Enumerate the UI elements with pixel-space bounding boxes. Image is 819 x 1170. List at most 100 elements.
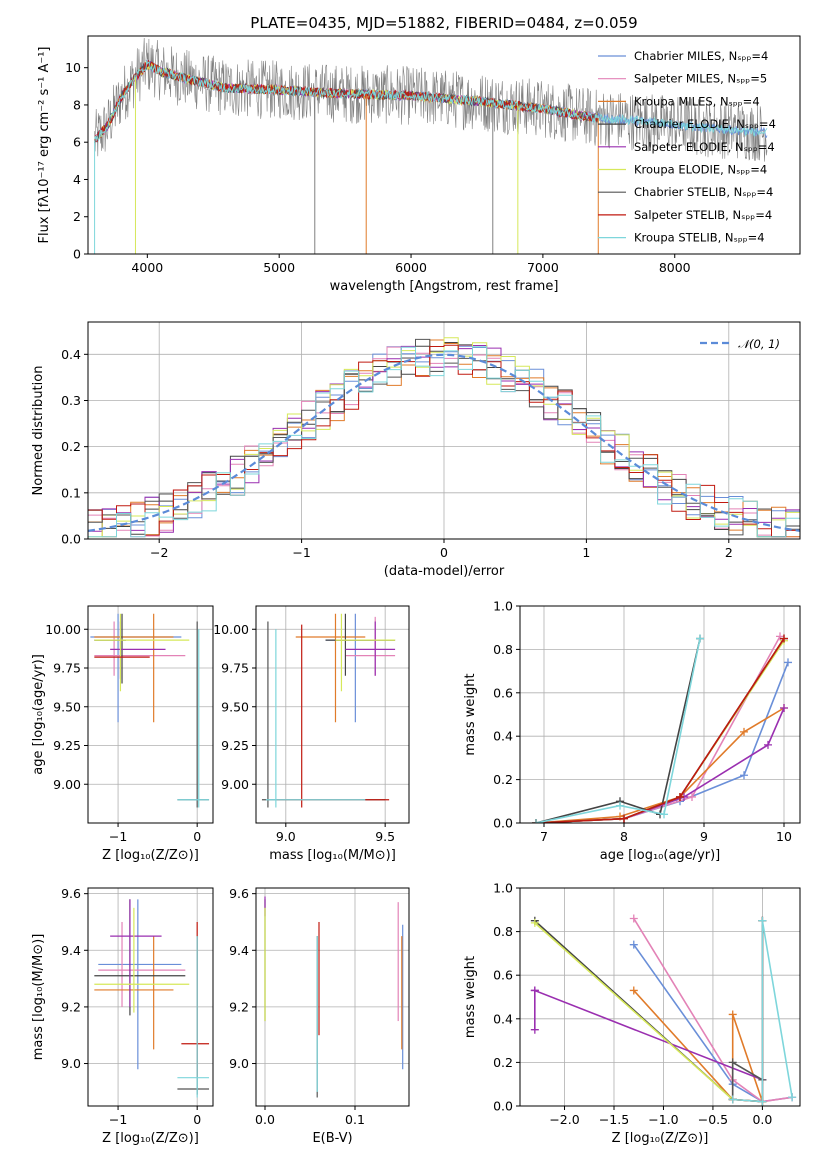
- y-tick-label: 0.0: [493, 1099, 513, 1114]
- y-axis-label: Flux [fλ10⁻¹⁷ erg cm⁻² s⁻¹ A⁻¹]: [37, 47, 52, 244]
- axes-frame: [255, 605, 410, 824]
- legend-label-kroupa_stelib: Kroupa STELIB, Nₛₚₚ=4: [634, 231, 765, 245]
- x-axis-label: Z [log₁₀(Z/Z⊙)]: [102, 848, 199, 863]
- y-tick-label: 0.1: [61, 485, 81, 500]
- series-line-chabrier_elodie: [534, 920, 764, 1103]
- x-tick-label: −2: [150, 545, 168, 560]
- x-tick-label: −1: [292, 545, 310, 560]
- x-tick-label: 6000: [395, 260, 427, 275]
- y-axis-label: Normed distribution: [31, 366, 46, 496]
- y-tick-label: 9.6: [229, 886, 249, 901]
- plot-area-age_vs_Z: [90, 613, 210, 808]
- y-tick-label: 9.25: [53, 738, 81, 753]
- axes-frame: [87, 35, 801, 255]
- y-tick-label: 0.3: [61, 393, 81, 408]
- series-marker-kroupa_stelib: [696, 634, 704, 643]
- x-tick-label: −2.0: [549, 1112, 579, 1127]
- series-marker-kroupa_miles: [629, 986, 638, 995]
- legend-label-salpeter_stelib: Salpeter STELIB, Nₛₚₚ=4: [634, 208, 772, 222]
- y-tick-label: 9.0: [61, 1056, 81, 1071]
- y-axis-label: age [log₁₀(age/yr)]: [31, 654, 46, 775]
- series-marker-salpeter_miles: [629, 914, 638, 923]
- panel-massweight_vs_Z: −2.0 −1.5 −1.0 −0.5 0.0 0.0 0.2 0.4 0.6 0.8 1.0 Z […: [463, 881, 801, 1146]
- y-tick-label: 9.25: [221, 738, 249, 753]
- series-marker-chabrier_miles: [629, 940, 638, 949]
- x-tick-label: 10: [776, 829, 792, 844]
- x-tick-label: 0: [440, 545, 448, 560]
- plot-area-mass_vs_ebv: [264, 896, 404, 1098]
- x-tick-label: 5000: [263, 260, 295, 275]
- y-tick-label: 2: [73, 209, 81, 224]
- series-marker-chabrier_miles: [740, 771, 748, 780]
- y-tick-label: 0: [73, 247, 81, 262]
- series-marker-salpeter_stelib: [780, 634, 788, 643]
- series-marker-kroupa_stelib: [616, 801, 624, 810]
- series-marker-kroupa_stelib: [788, 1093, 797, 1102]
- series-marker-salpeter_miles: [688, 792, 696, 801]
- y-tick-label: 0.0: [61, 532, 81, 547]
- residual-histogram-kroupa_stelib: [88, 346, 800, 538]
- series-marker-salpeter_elodie: [530, 1025, 539, 1034]
- series-line-chabrier_stelib: [731, 920, 764, 1100]
- y-tick-label: 4: [73, 172, 81, 187]
- panel-age_vs_Z: −1 0 9.00 9.25 9.50 9.75 10.00 Z [log₁₀(Z/Z⊙)] a…: [31, 605, 214, 863]
- y-tick-label: 0.2: [493, 1055, 513, 1070]
- panel-mass_vs_ebv: 0.0 0.1 9.0 9.2 9.4 9.6 E(B-V): [229, 886, 410, 1146]
- series-line-chabrier_miles: [535, 662, 789, 823]
- legend-label-kroupa_miles: Kroupa MILES, Nₛₚₚ=4: [634, 94, 760, 108]
- x-tick-label: 9.0: [276, 829, 296, 844]
- series-line-kroupa_elodie: [534, 922, 763, 1103]
- y-axis-label: mass weight: [463, 673, 478, 755]
- series-marker-salpeter_stelib: [676, 792, 684, 801]
- series-marker-kroupa_stelib: [660, 810, 668, 819]
- x-tick-label: 7: [540, 829, 548, 844]
- series-line-salpeter_elodie: [534, 989, 763, 1081]
- x-axis-label: E(B-V): [312, 1131, 352, 1146]
- panel-massweight_vs_age: 7 8 9 10 0.0 0.2 0.4 0.6 0.8 1.0 age [log₁₀(age/yr…: [463, 599, 801, 863]
- legend-label-normal: 𝒩(0, 1): [738, 337, 780, 351]
- x-tick-label: −1: [109, 1112, 127, 1127]
- x-axis-label: age [log₁₀(age/yr)]: [600, 848, 721, 863]
- model-spectrum-kroupa_stelib: [94, 60, 768, 142]
- plot-area-massweight_vs_age: [532, 632, 792, 823]
- x-tick-label: −0.5: [698, 1112, 728, 1127]
- series-line-kroupa_miles: [633, 989, 764, 1102]
- x-axis-label: wavelength [Angstrom, rest frame]: [330, 279, 559, 294]
- y-tick-label: 0.4: [493, 729, 513, 744]
- series-marker-kroupa_miles: [740, 727, 748, 736]
- legend-label-chabrier_stelib: Chabrier STELIB, Nₛₚₚ=4: [634, 185, 773, 199]
- x-tick-label: 4000: [131, 260, 163, 275]
- series-marker-salpeter_elodie: [764, 740, 772, 749]
- x-tick-label: 8000: [659, 260, 691, 275]
- y-tick-label: 9.75: [221, 661, 249, 676]
- x-tick-label: −1.5: [599, 1112, 629, 1127]
- y-tick-label: 9.6: [61, 886, 81, 901]
- series-marker-salpeter_stelib: [620, 814, 628, 823]
- panel-mass_vs_Z: −1 0 9.0 9.2 9.4 9.6 Z [log₁₀(Z/Z⊙)] mass [log₁…: [31, 886, 214, 1146]
- series-line-salpeter_elodie: [535, 707, 785, 823]
- y-tick-label: 10.00: [45, 622, 81, 637]
- residual-histogram-salpeter_stelib: [88, 344, 800, 538]
- y-tick-label: 9.50: [221, 699, 249, 714]
- x-axis-label: Z [log₁₀(Z/Z⊙)]: [102, 1131, 199, 1146]
- series-line-kroupa_stelib: [535, 638, 701, 823]
- x-tick-label: −1.0: [648, 1112, 678, 1127]
- axes-frame: [87, 887, 214, 1107]
- x-axis-label: Z [log₁₀(Z/Z⊙)]: [612, 1131, 709, 1146]
- y-tick-label: 0.4: [493, 1011, 513, 1026]
- series-line-chabrier_elodie: [535, 638, 701, 823]
- x-tick-label: −1: [109, 829, 127, 844]
- x-tick-label: 7000: [527, 260, 559, 275]
- plot-area-residuals: [88, 337, 800, 538]
- model-spectrum-chabrier_stelib: [94, 61, 599, 143]
- series-marker-kroupa_stelib: [758, 1097, 767, 1106]
- x-tick-label: 1: [582, 545, 590, 560]
- y-tick-label: 9.4: [229, 943, 249, 958]
- y-tick-label: 0.2: [493, 772, 513, 787]
- series-marker-salpeter_elodie: [780, 703, 788, 712]
- x-tick-label: 0.0: [255, 1112, 275, 1127]
- y-tick-label: 0.6: [493, 968, 513, 983]
- axes-frame: [519, 887, 801, 1107]
- y-tick-label: 0.8: [493, 642, 513, 657]
